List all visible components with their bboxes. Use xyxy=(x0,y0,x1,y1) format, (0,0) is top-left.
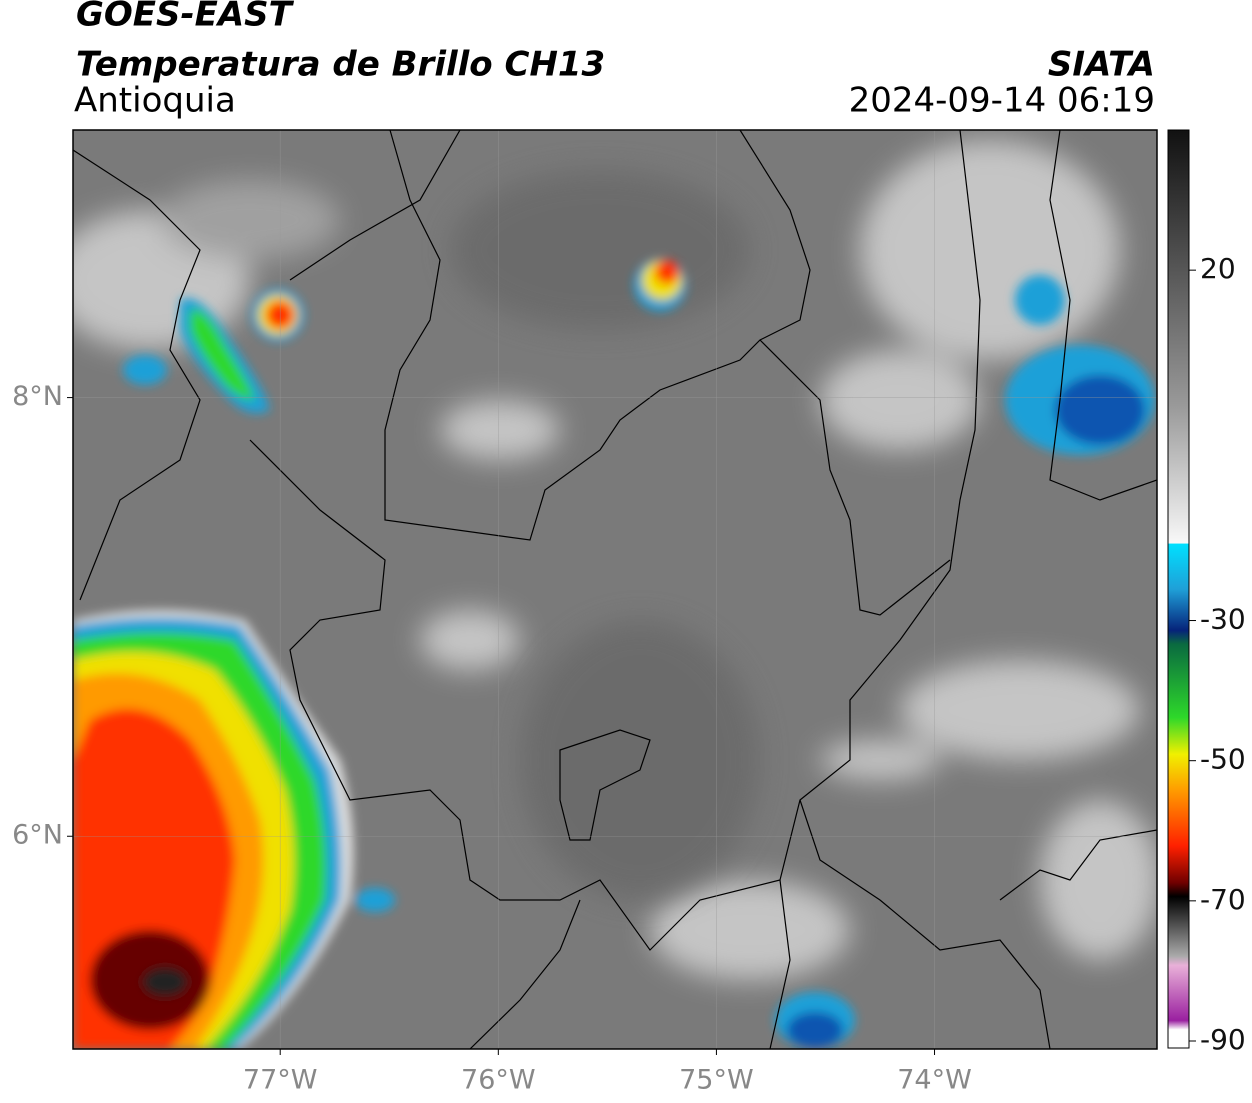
x-tick-label: 76°W xyxy=(461,1065,536,1096)
colorbar-label: -90 xyxy=(1200,1023,1246,1056)
colorbar-label: -30 xyxy=(1200,603,1246,636)
y-tick-label: 8°N xyxy=(12,381,63,412)
colorbar-label: -50 xyxy=(1200,743,1246,776)
source: SIATA xyxy=(1048,45,1155,85)
x-tick-label: 77°W xyxy=(243,1065,318,1096)
subtitle: Temperatura de Brillo CH13 xyxy=(76,45,605,85)
datetime: 2024-09-14 06:19 xyxy=(849,81,1155,121)
y-tick-label: 6°N xyxy=(12,820,63,851)
colorbar-label: 20 xyxy=(1200,252,1236,285)
region: Antioquia xyxy=(74,81,236,121)
colorbar-label: -70 xyxy=(1200,883,1246,916)
x-tick-label: 75°W xyxy=(679,1065,754,1096)
colorbar xyxy=(1167,129,1190,1049)
title: GOES-EAST xyxy=(76,0,295,35)
map-frame xyxy=(72,129,1158,1050)
satellite-image xyxy=(73,130,1157,1049)
x-tick-label: 74°W xyxy=(897,1065,972,1096)
